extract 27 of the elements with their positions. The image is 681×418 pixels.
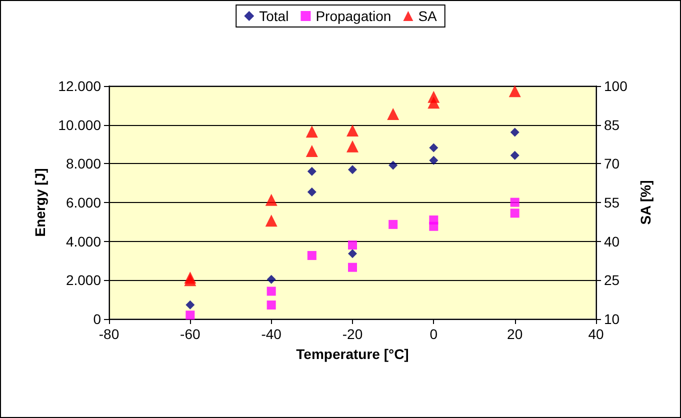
y-axis-title: Energy [J] xyxy=(32,168,48,237)
x-tick-label: -20 xyxy=(342,326,363,342)
y-tick-label: 10.000 xyxy=(58,116,102,133)
y-tick-label: 12.000 xyxy=(58,78,102,94)
y-tick-label: 4.000 xyxy=(66,233,102,250)
x-tick-label: -40 xyxy=(261,326,282,342)
x-tick-label: 40 xyxy=(588,326,604,342)
y2-tick-label: 85 xyxy=(604,116,620,133)
y2-tick-label: 100 xyxy=(604,78,628,94)
y-tick-label: 8.000 xyxy=(66,156,102,172)
y2-tick-label: 10 xyxy=(604,311,620,327)
x-tick-label: 0 xyxy=(430,326,438,342)
y2-tick-label: 55 xyxy=(604,194,620,210)
y2-tick-label: 25 xyxy=(604,272,620,288)
x-tick-label: 20 xyxy=(507,326,523,342)
y-tick-label: 6.000 xyxy=(66,194,102,210)
y2-tick-label: 70 xyxy=(604,156,620,172)
y2-tick-label: 40 xyxy=(604,233,620,250)
legend-label: SA xyxy=(418,8,438,24)
x-tick-label: -80 xyxy=(98,326,120,342)
y-tick-label: 2.000 xyxy=(66,272,102,288)
x-tick-label: -60 xyxy=(180,326,200,342)
legend-label: Total xyxy=(259,8,289,24)
legend-label: Propagation xyxy=(316,8,392,24)
y2-axis-title: SA [%] xyxy=(637,180,654,225)
y-tick-label: 0 xyxy=(93,311,102,327)
x-axis-title: Temperature [°C] xyxy=(296,346,409,362)
